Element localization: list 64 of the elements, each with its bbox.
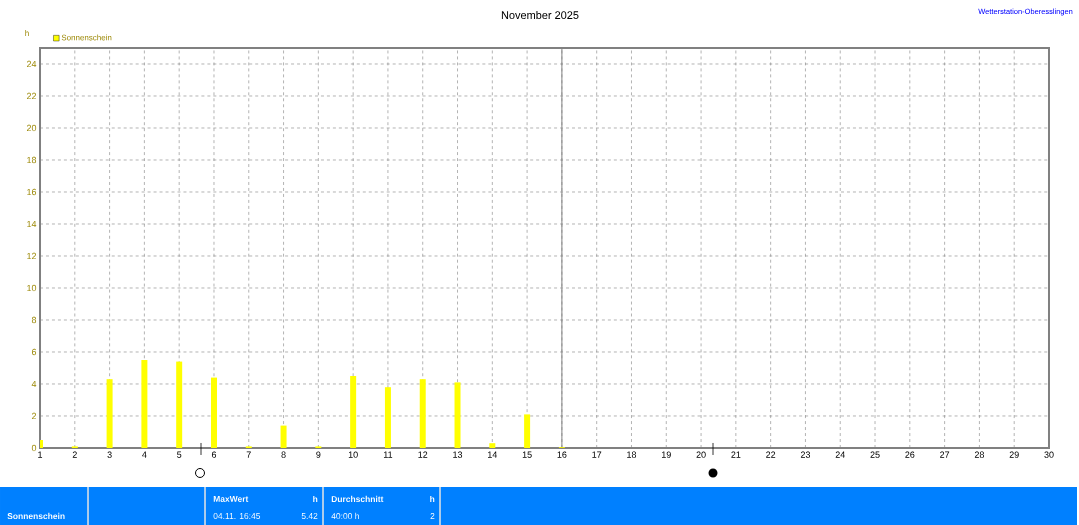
y-tick-label: 16 bbox=[27, 188, 37, 196]
text: 2 bbox=[430, 513, 435, 519]
text: h bbox=[430, 495, 435, 503]
bar bbox=[210, 377, 217, 448]
bar bbox=[350, 375, 357, 448]
x-tick-label: 27 bbox=[940, 451, 950, 458]
x-tick-label: 24 bbox=[835, 451, 845, 458]
x-tick-label: 22 bbox=[766, 451, 776, 458]
bar bbox=[454, 382, 461, 448]
chart-title: November 2025 bbox=[501, 10, 579, 20]
y-tick-label: 6 bbox=[31, 348, 37, 356]
x-tick-label: 4 bbox=[142, 451, 147, 458]
bar bbox=[489, 443, 496, 448]
text: 40:00 h bbox=[331, 512, 359, 520]
x-tick-label: 15 bbox=[522, 451, 532, 458]
x-tick-label: 21 bbox=[731, 451, 741, 458]
x-tick-label: 26 bbox=[905, 451, 915, 458]
text: Sonnenschein bbox=[7, 512, 65, 520]
x-tick-label: 3 bbox=[107, 451, 112, 458]
x-tick-label: 20 bbox=[696, 451, 706, 458]
text: 5.42 bbox=[301, 512, 318, 519]
y-tick-label: 12 bbox=[27, 252, 37, 260]
bar bbox=[419, 379, 426, 448]
y-tick-label: 24 bbox=[26, 60, 37, 68]
x-tick-label: 28 bbox=[974, 451, 984, 458]
x-tick-label: 16 bbox=[557, 451, 567, 458]
text: 04.11. 16:45 bbox=[213, 512, 261, 519]
x-tick-label: 30 bbox=[1044, 451, 1054, 458]
bar bbox=[176, 361, 183, 448]
x-tick-label: 9 bbox=[316, 451, 321, 458]
x-tick-label: 11 bbox=[383, 451, 393, 458]
x-tick-label: 13 bbox=[453, 451, 463, 458]
y-tick-label: 2 bbox=[31, 412, 37, 420]
y-tick-label: 8 bbox=[31, 316, 37, 324]
x-tick-label: 17 bbox=[592, 451, 602, 458]
x-tick-label: 12 bbox=[418, 451, 428, 458]
y-tick-label: 22 bbox=[26, 92, 37, 100]
bar bbox=[141, 359, 148, 448]
bar bbox=[384, 387, 391, 448]
y-tick-label: 20 bbox=[26, 124, 37, 132]
x-tick-label: 8 bbox=[281, 451, 286, 458]
x-tick-label: 18 bbox=[627, 451, 637, 458]
bar bbox=[106, 379, 113, 448]
text: MaxWert bbox=[213, 496, 249, 502]
x-tick-label: 1 bbox=[38, 451, 43, 458]
y-tick-label: 0 bbox=[31, 444, 37, 452]
x-tick-label: 7 bbox=[246, 451, 251, 458]
text: h bbox=[313, 495, 318, 503]
x-tick-label: 23 bbox=[800, 451, 811, 458]
x-tick-label: 10 bbox=[348, 451, 358, 458]
x-tick-label: 25 bbox=[870, 451, 880, 458]
x-tick-label: 5 bbox=[177, 451, 182, 458]
bar bbox=[524, 414, 531, 448]
x-tick-label: 14 bbox=[488, 451, 498, 458]
y-tick-label: 4 bbox=[31, 380, 37, 388]
y-tick-label: 18 bbox=[27, 156, 37, 164]
x-tick-label: 29 bbox=[1009, 451, 1019, 458]
x-tick-label: 6 bbox=[211, 451, 217, 458]
y-tick-label: 10 bbox=[27, 284, 37, 292]
x-tick-label: 2 bbox=[72, 451, 77, 458]
x-tick-label: 19 bbox=[661, 451, 671, 458]
text: Durchschnitt bbox=[331, 495, 384, 503]
bar bbox=[280, 425, 287, 448]
y-tick-label: 14 bbox=[27, 220, 37, 228]
